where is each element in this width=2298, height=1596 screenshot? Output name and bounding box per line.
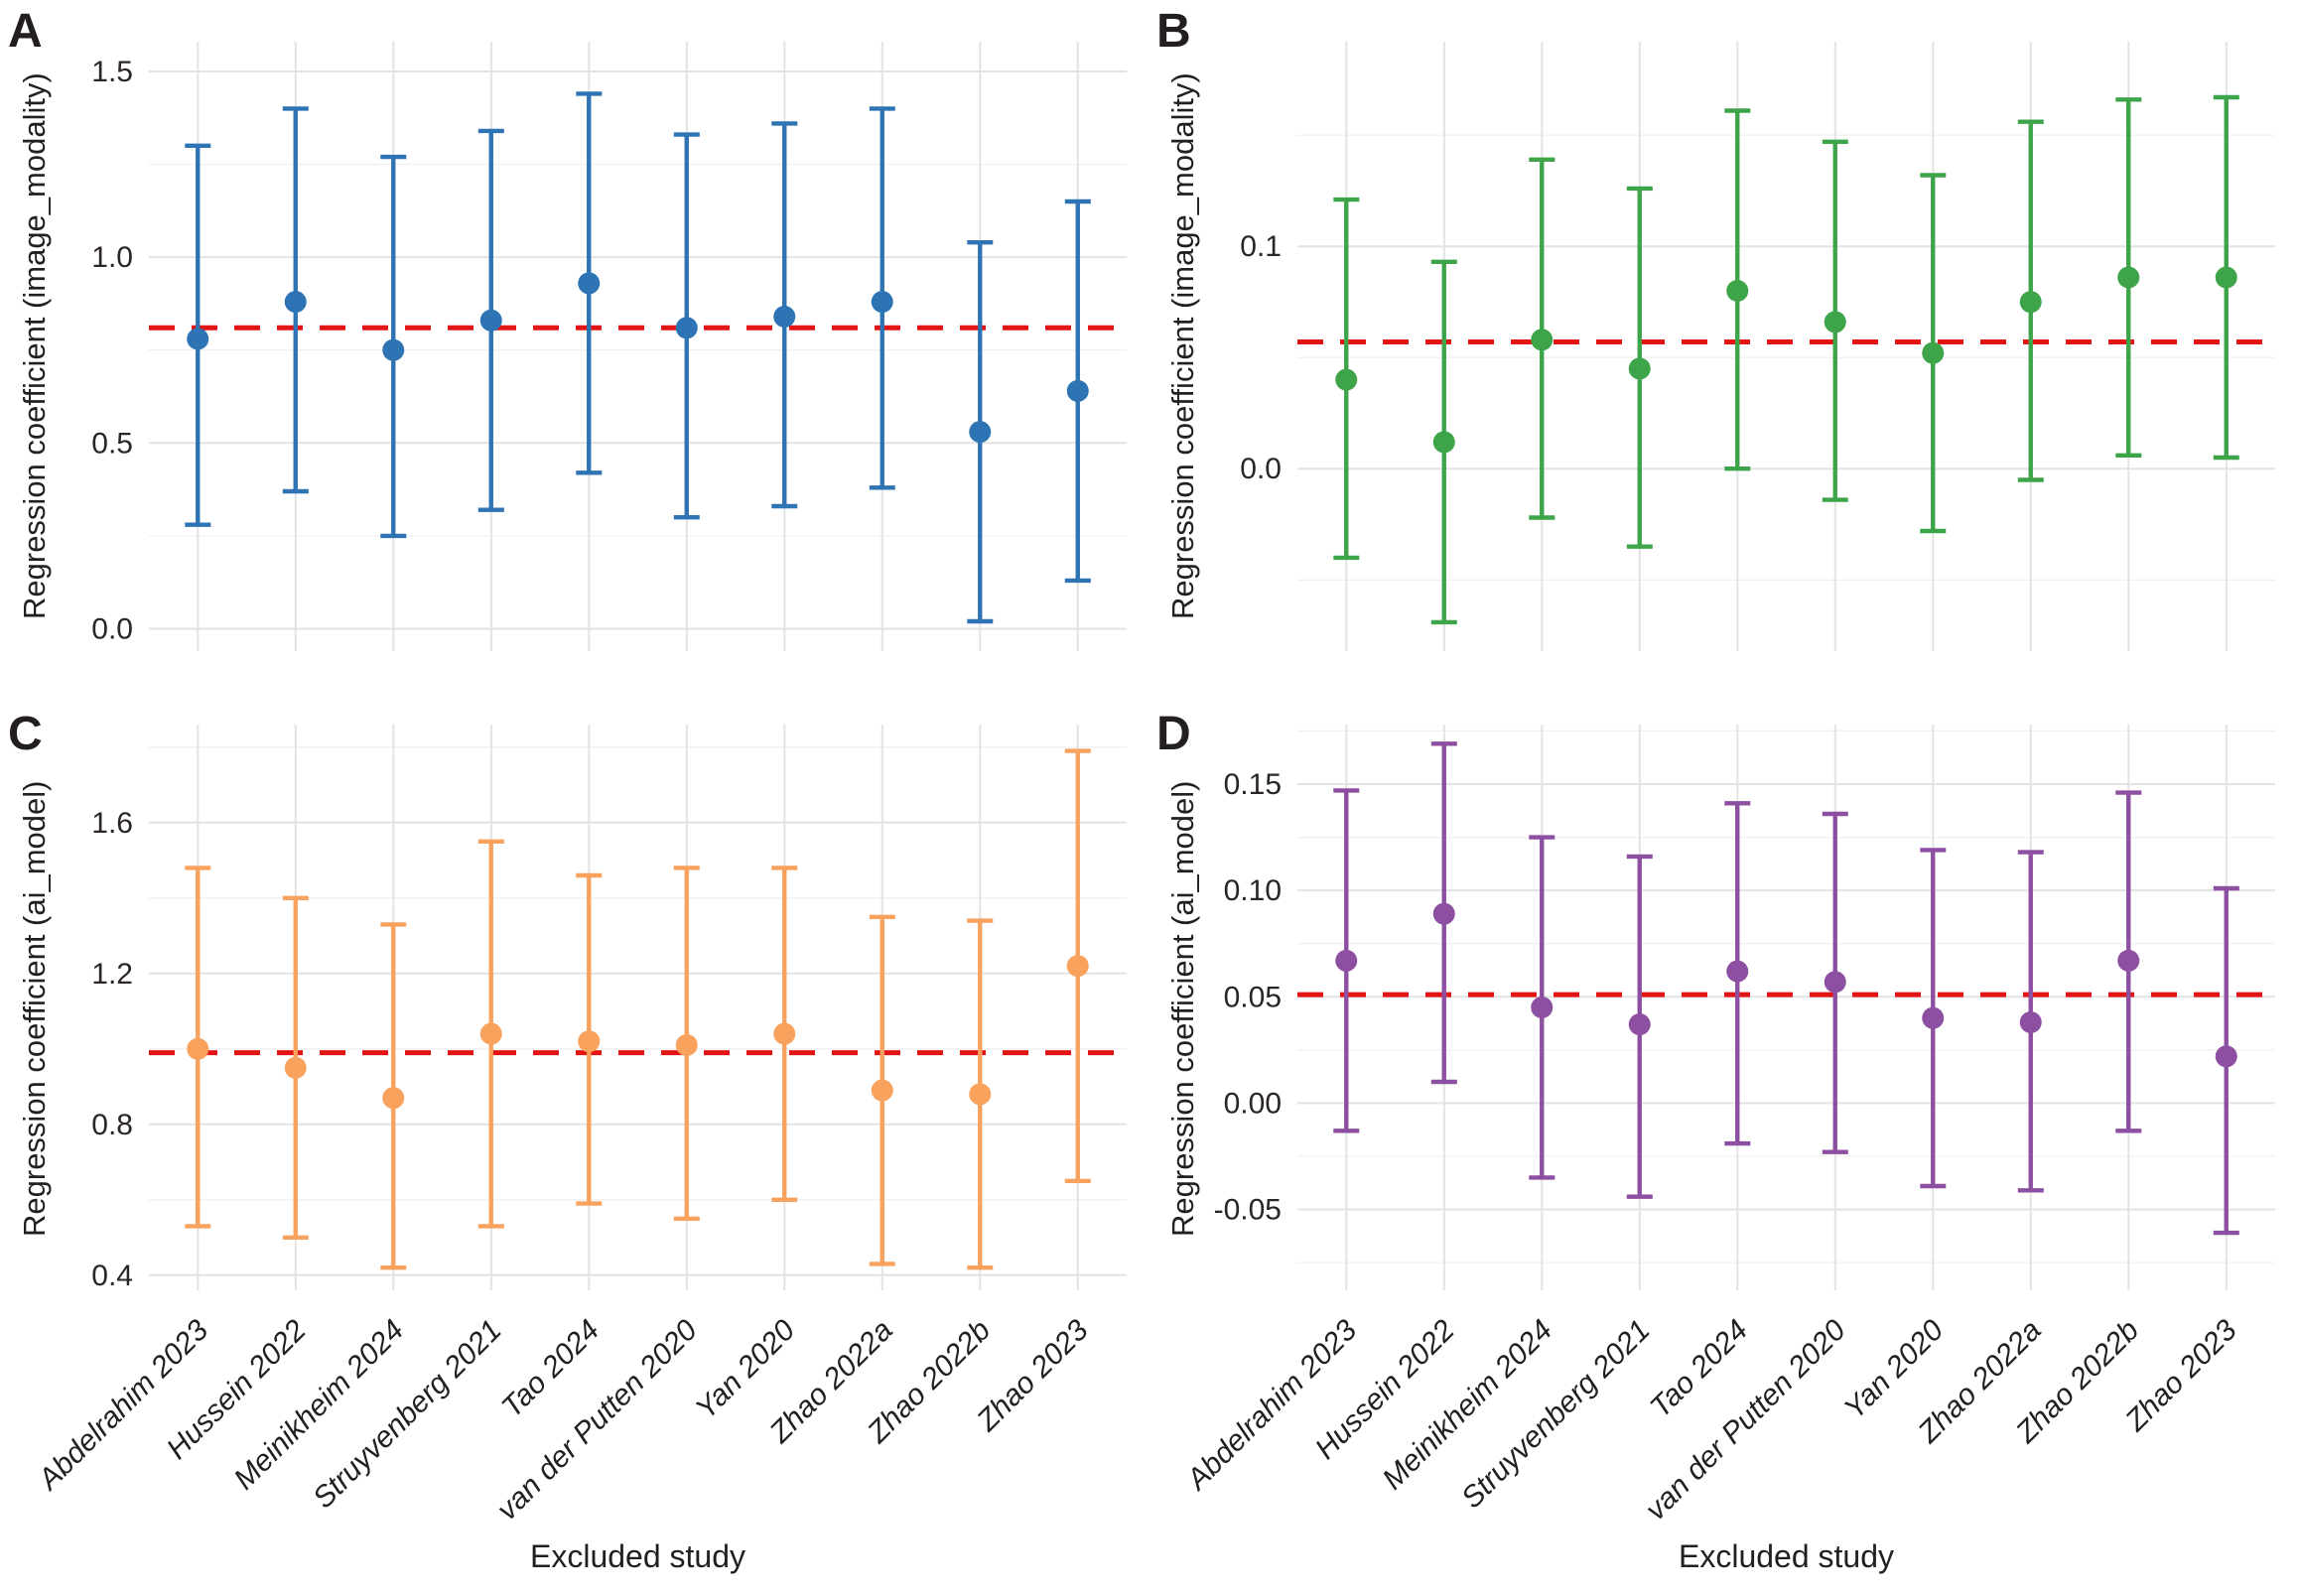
point-D-2: [1531, 997, 1554, 1018]
svg-text:0.4: 0.4: [91, 1260, 133, 1292]
point-C-4: [578, 1030, 601, 1053]
point-A-6: [773, 306, 796, 328]
svg-text:van der Putten 2020: van der Putten 2020: [490, 1313, 704, 1527]
panel-b-letter: B: [1156, 5, 1192, 58]
point-B-5: [1824, 311, 1846, 333]
point-A-1: [284, 291, 307, 314]
panel-a: A Regression coefficient (image_modality…: [0, 0, 1149, 695]
point-D-0: [1335, 949, 1358, 972]
panel-b-plot: 0.0 0.1: [1240, 42, 2275, 651]
svg-text:-0.05: -0.05: [1214, 1194, 1282, 1227]
point-C-8: [969, 1083, 992, 1106]
point-B-9: [2215, 266, 2237, 289]
x-axis-title-left: Excluded study: [529, 1538, 745, 1574]
point-A-0: [187, 328, 209, 350]
x-axis-title-right: Excluded study: [1678, 1538, 1894, 1574]
point-C-3: [479, 1022, 502, 1045]
point-D-9: [2215, 1045, 2237, 1068]
svg-text:Abdelrahim 2023: Abdelrahim 2023: [1179, 1313, 1363, 1497]
svg-text:0.00: 0.00: [1224, 1087, 1282, 1120]
point-B-0: [1335, 368, 1358, 391]
point-D-4: [1726, 960, 1749, 983]
svg-text:Abdelrahim 2023: Abdelrahim 2023: [31, 1313, 214, 1497]
svg-text:0.8: 0.8: [91, 1109, 133, 1141]
point-A-4: [578, 272, 601, 295]
point-D-6: [1922, 1006, 1945, 1029]
point-A-8: [969, 421, 992, 444]
svg-text:Meinikheim 2024: Meinikheim 2024: [1377, 1314, 1559, 1497]
point-B-3: [1628, 357, 1651, 380]
point-A-3: [479, 309, 502, 332]
svg-text:0.5: 0.5: [91, 427, 133, 460]
point-C-7: [871, 1079, 893, 1102]
point-A-5: [675, 317, 698, 339]
svg-text:van der Putten 2020: van der Putten 2020: [1639, 1313, 1852, 1527]
panel-c-letter: C: [8, 708, 44, 760]
svg-text:0.05: 0.05: [1224, 981, 1282, 1013]
svg-text:1.2: 1.2: [91, 958, 133, 991]
svg-text:0.15: 0.15: [1224, 768, 1282, 801]
panel-a-plot: 0.0 0.5 1.0 1.5: [91, 42, 1127, 651]
point-B-1: [1432, 431, 1455, 454]
panel-d: D Regression coefficient (ai_model) -0.0…: [1149, 695, 2298, 1596]
svg-text:1.6: 1.6: [91, 807, 133, 840]
panel-d-letter: D: [1156, 708, 1192, 760]
point-D-3: [1628, 1013, 1651, 1036]
svg-text:0.10: 0.10: [1224, 874, 1282, 907]
point-C-9: [1066, 955, 1089, 978]
point-D-8: [2117, 949, 2140, 972]
point-D-7: [2019, 1011, 2042, 1033]
point-A-7: [871, 291, 893, 314]
point-A-9: [1066, 379, 1089, 402]
point-B-8: [2117, 266, 2140, 289]
svg-text:0.0: 0.0: [91, 613, 133, 646]
panel-b: B Regression coefficient (image_modality…: [1149, 0, 2298, 695]
panel-c: C Regression coefficient (ai_model) 0.4 0…: [0, 695, 1149, 1596]
panel-a-letter: A: [8, 5, 44, 58]
point-B-7: [2019, 291, 2042, 314]
svg-text:0.1: 0.1: [1240, 230, 1282, 263]
svg-text:Struyvenberg 2021: Struyvenberg 2021: [307, 1314, 508, 1516]
point-C-6: [773, 1022, 796, 1045]
point-A-2: [382, 338, 405, 361]
svg-text:Struyvenberg 2021: Struyvenberg 2021: [1455, 1314, 1657, 1516]
svg-text:1.5: 1.5: [91, 56, 133, 88]
point-B-4: [1726, 280, 1749, 302]
svg-text:Meinikheim 2024: Meinikheim 2024: [228, 1314, 411, 1497]
svg-text:0.0: 0.0: [1240, 453, 1282, 485]
point-C-1: [284, 1056, 307, 1079]
point-C-2: [382, 1087, 405, 1110]
point-B-2: [1531, 329, 1554, 351]
point-C-5: [675, 1034, 698, 1056]
point-C-0: [187, 1037, 209, 1060]
point-D-5: [1824, 971, 1846, 994]
point-B-6: [1922, 341, 1945, 364]
point-D-1: [1432, 902, 1455, 925]
svg-text:1.0: 1.0: [91, 241, 133, 274]
